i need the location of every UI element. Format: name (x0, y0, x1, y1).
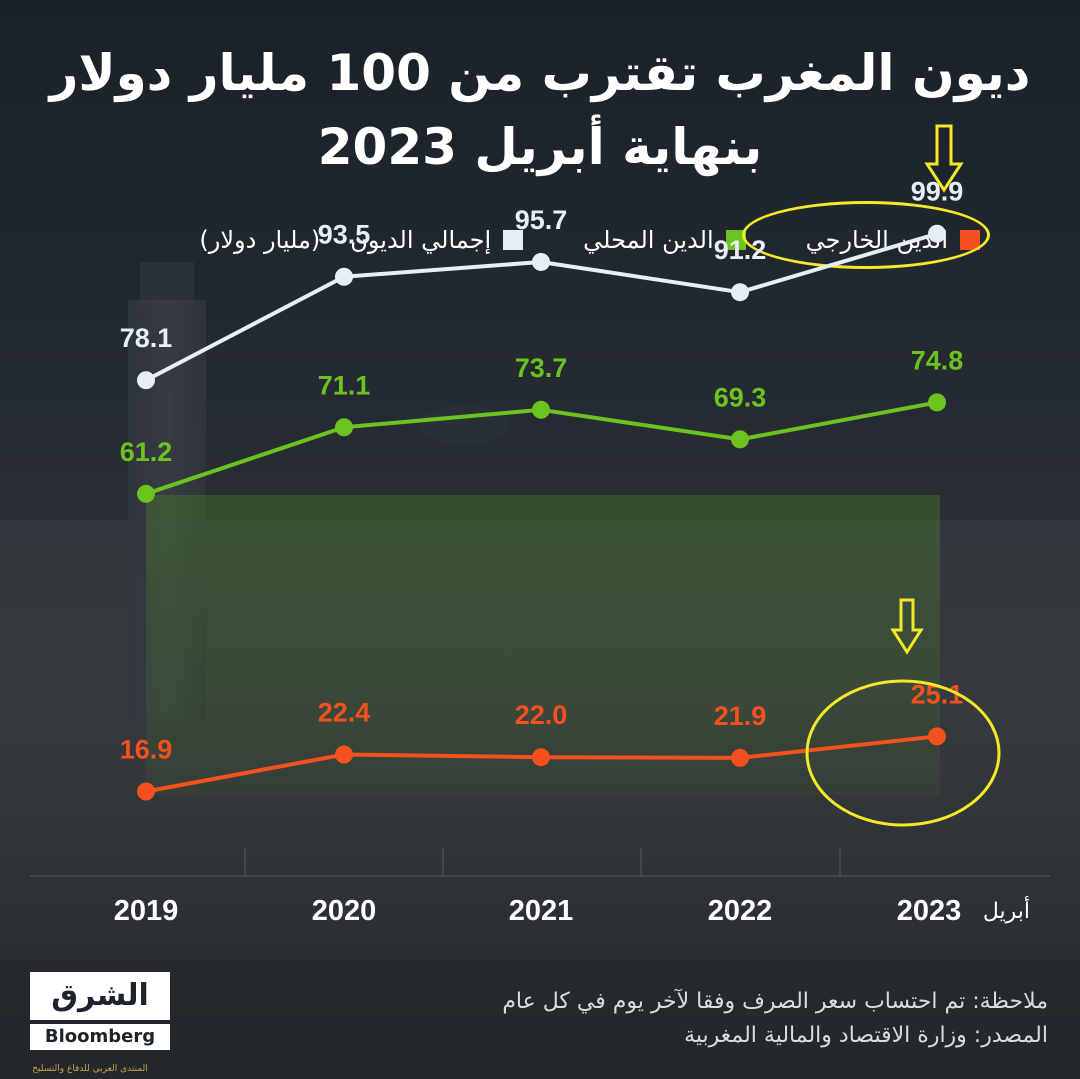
x-tick-label: 2021 (509, 895, 574, 927)
data-label: 73.7 (515, 353, 568, 383)
x-tick-prefix: أبريل (983, 896, 1030, 924)
data-label: 71.1 (318, 370, 371, 400)
legend-swatch-domestic (725, 230, 746, 250)
data-label: 78.1 (120, 323, 173, 353)
x-tick-label: 2023 (897, 895, 962, 927)
x-tick-label: 2020 (312, 895, 377, 927)
data-point (928, 393, 946, 412)
data-label: 95.7 (515, 205, 568, 235)
logo-main: الشرق (30, 972, 170, 1020)
asharq-bloomberg-logo: الشرق Bloomberg (22, 972, 180, 1058)
data-label: 69.3 (714, 382, 767, 412)
data-label: 91.2 (714, 235, 767, 265)
background-minaret-top (140, 262, 194, 306)
data-point (335, 745, 353, 764)
data-point (532, 748, 550, 767)
legend-label-domestic: الدين المحلي (583, 226, 714, 254)
legend-item-total: إجمالي الديون (350, 226, 524, 254)
down-arrow-icon-bottom (890, 598, 924, 655)
data-label: 22.4 (318, 698, 371, 728)
data-point (928, 727, 946, 746)
data-label: 99.9 (911, 177, 964, 207)
data-label: 93.5 (318, 220, 371, 250)
data-point (335, 267, 353, 286)
data-point (335, 418, 353, 437)
data-point (137, 484, 155, 503)
point-highlight-ellipse (805, 679, 1001, 827)
footer-notes: ملاحظة: تم احتساب سعر الصرف وفقا لآخر يو… (502, 985, 1048, 1053)
title-line-1: ديون المغرب تقترب من 100 مليار دولار (49, 44, 1031, 102)
legend-label-total: إجمالي الديون (350, 226, 492, 254)
chart-title: ديون المغرب تقترب من 100 مليار دولار بنه… (0, 36, 1080, 184)
footer-source: المصدر: وزارة الاقتصاد والمالية المغربية (684, 1023, 1048, 1048)
data-point (731, 748, 749, 767)
data-label: 61.2 (120, 437, 173, 467)
logo-partner: Bloomberg (30, 1024, 170, 1050)
data-label: 21.9 (714, 701, 767, 731)
background-palm (420, 405, 510, 445)
data-point (532, 400, 550, 419)
data-point (928, 224, 946, 243)
data-label: 22.0 (515, 700, 568, 730)
data-point (731, 430, 749, 449)
x-tick-label: 2019 (114, 895, 179, 927)
data-point (532, 252, 550, 271)
title-line-2: بنهاية أبريل 2023 (317, 118, 763, 176)
x-tick-label: 2022 (708, 895, 773, 927)
data-label: 16.9 (120, 735, 173, 765)
legend-highlight-ellipse (742, 201, 990, 269)
watermark: المنتدى العربي للدفاع والتسليح (32, 1064, 148, 1074)
legend-unit: (مليار دولار) (199, 226, 321, 254)
footer-note: ملاحظة: تم احتساب سعر الصرف وفقا لآخر يو… (502, 989, 1048, 1014)
legend-item-domestic: الدين المحلي (583, 226, 746, 254)
data-point (731, 283, 749, 302)
data-point (137, 371, 155, 390)
data-label: 74.8 (911, 345, 964, 375)
legend-swatch-total (503, 230, 524, 250)
down-arrow-icon-top (924, 124, 964, 193)
data-point (137, 782, 155, 801)
